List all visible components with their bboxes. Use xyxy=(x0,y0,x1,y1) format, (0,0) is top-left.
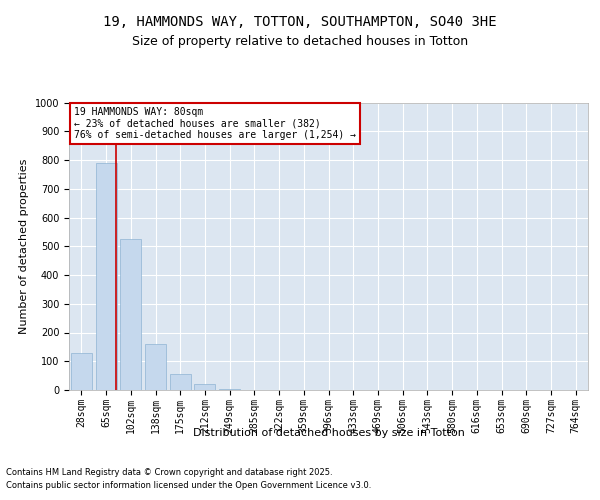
Y-axis label: Number of detached properties: Number of detached properties xyxy=(19,158,29,334)
Text: Contains HM Land Registry data © Crown copyright and database right 2025.: Contains HM Land Registry data © Crown c… xyxy=(6,468,332,477)
Text: 19, HAMMONDS WAY, TOTTON, SOUTHAMPTON, SO40 3HE: 19, HAMMONDS WAY, TOTTON, SOUTHAMPTON, S… xyxy=(103,16,497,30)
Bar xyxy=(170,374,191,390)
Bar xyxy=(120,239,141,390)
Text: Distribution of detached houses by size in Totton: Distribution of detached houses by size … xyxy=(193,428,465,438)
Text: Contains public sector information licensed under the Open Government Licence v3: Contains public sector information licen… xyxy=(6,480,371,490)
Text: Size of property relative to detached houses in Totton: Size of property relative to detached ho… xyxy=(132,34,468,48)
Bar xyxy=(145,344,166,390)
Text: 19 HAMMONDS WAY: 80sqm
← 23% of detached houses are smaller (382)
76% of semi-de: 19 HAMMONDS WAY: 80sqm ← 23% of detached… xyxy=(74,107,356,140)
Bar xyxy=(194,384,215,390)
Bar xyxy=(219,389,240,390)
Bar xyxy=(95,163,116,390)
Bar xyxy=(71,352,92,390)
